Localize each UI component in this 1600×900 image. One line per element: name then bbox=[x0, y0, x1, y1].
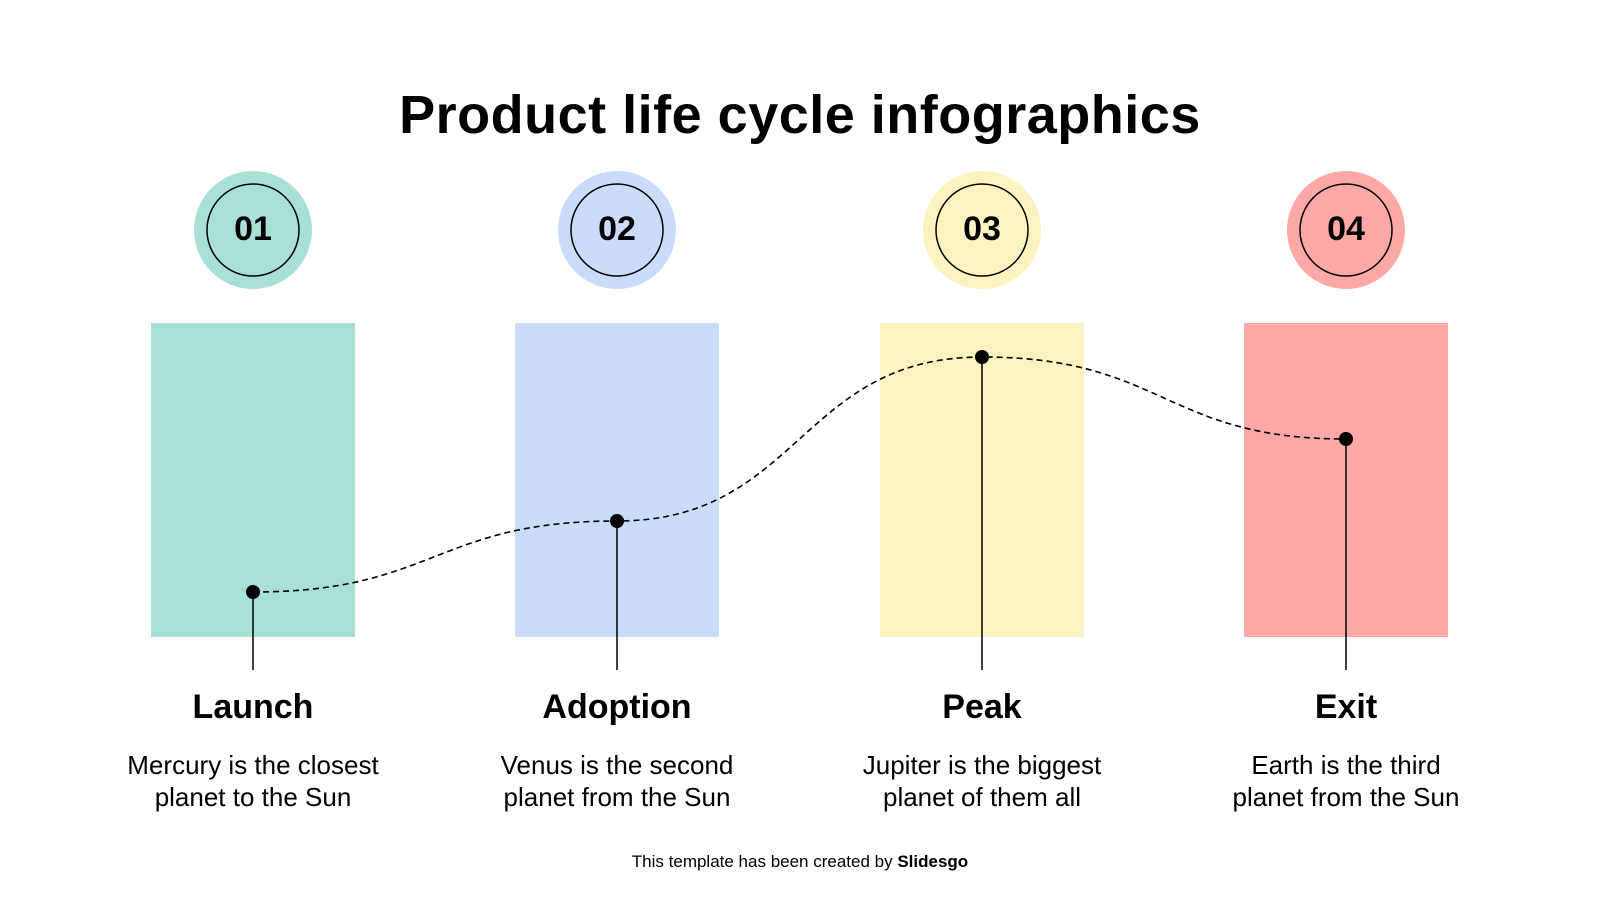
stage-label: Adoption bbox=[542, 688, 692, 726]
desc-line: Earth is the third bbox=[1251, 750, 1441, 780]
number-badge-bg bbox=[923, 171, 1041, 289]
desc-line: planet of them all bbox=[882, 782, 1081, 812]
desc-line: Mercury is the closest bbox=[127, 750, 379, 780]
curve-point bbox=[610, 514, 624, 528]
number-badge-bg bbox=[1287, 171, 1405, 289]
stage-label: Exit bbox=[1314, 688, 1378, 726]
stage-description: Venus is the second planet from the Sun bbox=[437, 749, 797, 813]
desc-line: planet from the Sun bbox=[1232, 782, 1460, 812]
number-badge-ring bbox=[935, 183, 1029, 277]
trend-curve bbox=[252, 356, 1347, 593]
page-title: Product life cycle infographics bbox=[399, 85, 1201, 145]
stage-number: 01 bbox=[234, 210, 272, 248]
number-badge-bg bbox=[194, 171, 312, 289]
desc-line: planet to the Sun bbox=[154, 782, 352, 812]
number-badge-ring bbox=[570, 183, 664, 277]
curve-point bbox=[246, 585, 260, 599]
footer-brand[interactable]: Slidesgo bbox=[897, 852, 969, 871]
footer-text: This template has been created by bbox=[631, 852, 898, 871]
stage-description: Jupiter is the biggest planet of them all bbox=[802, 749, 1162, 813]
footer-credit: This template has been created by Slides… bbox=[0, 852, 1600, 872]
curve-point bbox=[1339, 432, 1353, 446]
desc-line: Jupiter is the biggest bbox=[862, 750, 1102, 780]
stage-label: Peak bbox=[942, 688, 1022, 726]
curve-point bbox=[975, 350, 989, 364]
stage-bar bbox=[151, 323, 355, 637]
stage-number: 04 bbox=[1327, 210, 1365, 248]
stage-label: Launch bbox=[192, 688, 314, 726]
desc-line: Venus is the second bbox=[500, 750, 734, 780]
desc-line: planet from the Sun bbox=[503, 782, 731, 812]
stage-description: Mercury is the closest planet to the Sun bbox=[73, 749, 433, 813]
number-badge-bg bbox=[558, 171, 676, 289]
stage-number: 02 bbox=[598, 210, 636, 248]
number-badge-ring bbox=[1299, 183, 1393, 277]
stage-description: Earth is the third planet from the Sun bbox=[1166, 749, 1526, 813]
stage-number: 03 bbox=[963, 210, 1001, 248]
number-badge-ring bbox=[206, 183, 300, 277]
